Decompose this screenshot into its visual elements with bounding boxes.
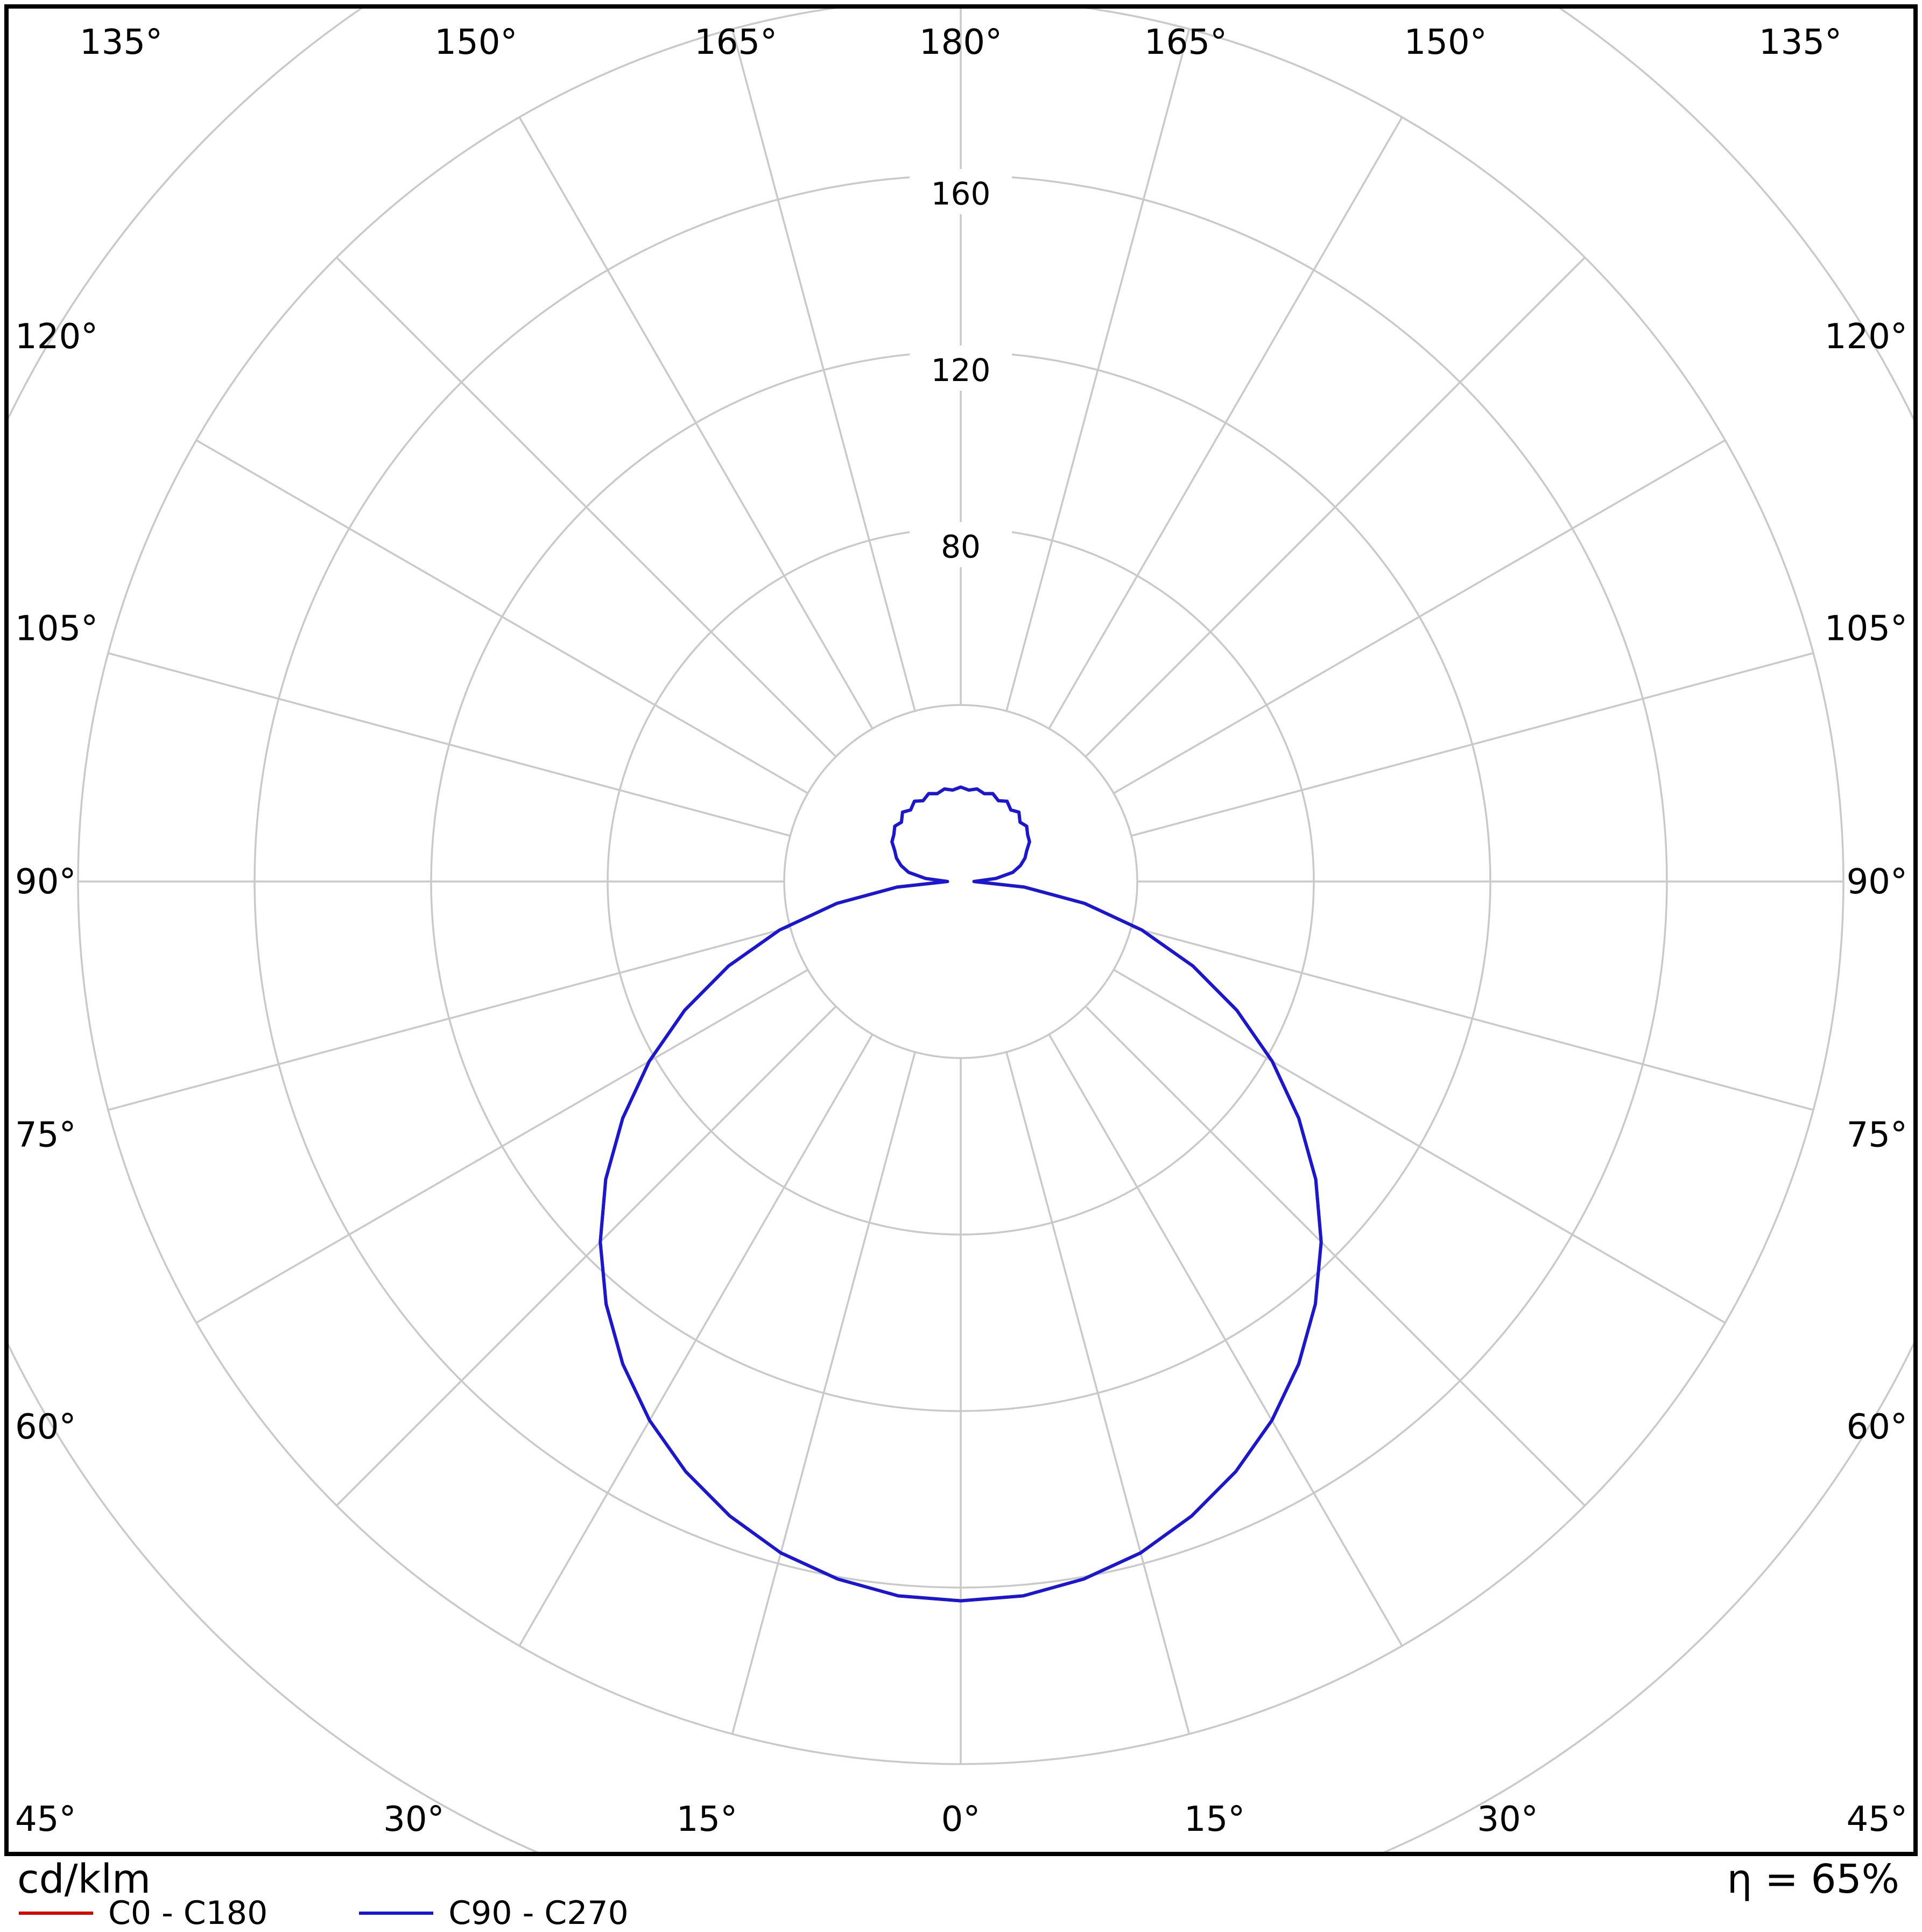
svg-text:80: 80 xyxy=(941,528,981,565)
svg-text:120: 120 xyxy=(931,352,991,389)
legend-line-c0-icon xyxy=(19,1912,93,1915)
svg-text:135°: 135° xyxy=(1759,23,1842,62)
svg-text:45°: 45° xyxy=(1847,1800,1907,1839)
legend-item: C0 - C180 xyxy=(19,1894,267,1932)
curve-C90-C270 xyxy=(599,785,1323,1603)
svg-text:120°: 120° xyxy=(1825,317,1907,357)
svg-text:105°: 105° xyxy=(15,609,98,649)
svg-text:165°: 165° xyxy=(1144,23,1227,62)
svg-text:150°: 150° xyxy=(434,23,517,62)
svg-text:165°: 165° xyxy=(694,23,777,62)
svg-text:45°: 45° xyxy=(15,1800,76,1839)
svg-text:75°: 75° xyxy=(15,1115,76,1155)
svg-text:120°: 120° xyxy=(15,317,98,357)
svg-text:135°: 135° xyxy=(80,23,163,62)
units-label: cd/klm xyxy=(17,1856,151,1902)
efficiency-label: η = 65% xyxy=(1727,1856,1899,1902)
svg-text:60°: 60° xyxy=(15,1407,76,1447)
radial-tick-labels: 80 120 160 xyxy=(910,169,1012,567)
svg-text:0°: 0° xyxy=(941,1800,981,1839)
legend: C0 - C180 C90 - C270 xyxy=(19,1894,629,1932)
angle-labels: 0° 15° 15° 30° 30° 45° 45° 60° 60° 75° 75° 90° 90° 10… xyxy=(15,23,1907,1839)
svg-text:75°: 75° xyxy=(1847,1115,1907,1155)
svg-text:15°: 15° xyxy=(677,1800,737,1839)
legend-label-c90: C90 - C270 xyxy=(448,1894,629,1932)
legend-item: C90 - C270 xyxy=(359,1894,629,1932)
svg-text:30°: 30° xyxy=(1477,1800,1538,1839)
svg-text:90°: 90° xyxy=(1847,862,1907,902)
svg-text:150°: 150° xyxy=(1404,23,1487,62)
svg-text:160: 160 xyxy=(931,175,991,212)
svg-text:180°: 180° xyxy=(919,23,1002,62)
svg-text:30°: 30° xyxy=(383,1800,444,1839)
legend-label-c0: C0 - C180 xyxy=(108,1894,268,1932)
svg-text:105°: 105° xyxy=(1825,609,1907,649)
svg-text:15°: 15° xyxy=(1184,1800,1245,1839)
plot-border xyxy=(4,4,1918,1856)
svg-text:90°: 90° xyxy=(15,862,76,902)
legend-line-c90-icon xyxy=(359,1912,434,1915)
svg-text:60°: 60° xyxy=(1847,1407,1907,1447)
